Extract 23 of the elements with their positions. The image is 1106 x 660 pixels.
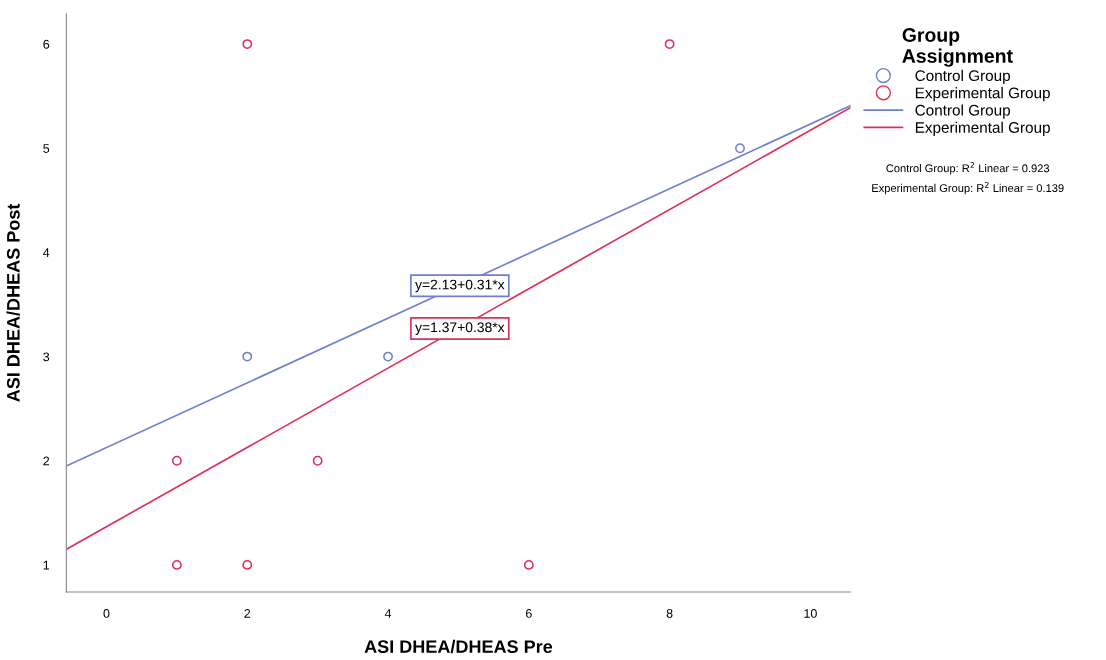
y-tick-label: 1	[43, 560, 50, 570]
y-tick-label: 5	[43, 144, 50, 153]
legend-label: Control Group	[915, 69, 1010, 85]
y-axis-title: ASI DHEA/DHEAS Post	[6, 203, 20, 402]
y-tick-label: 2	[43, 456, 50, 466]
annotation: y=1.37+0.38*x	[415, 322, 505, 335]
y-tick-label: 3	[43, 352, 50, 362]
annotation: y=2.13+0.31*x	[415, 279, 505, 293]
x-tick-label: 6	[525, 609, 532, 618]
legend-label: Experimental Group	[915, 121, 1050, 136]
x-tick-label: 2	[244, 609, 251, 618]
x-axis-title: ASI DHEA/DHEAS Pre	[364, 639, 553, 654]
x-tick-label: 10	[804, 609, 817, 618]
y-tick-label: 6	[43, 39, 50, 49]
text: Experimental Group: R$^{2}$ Linear = 0.139	[872, 181, 1064, 195]
legend-label: Experimental Group	[915, 87, 1050, 102]
x-tick-label: 8	[666, 609, 673, 618]
legend-label: Control Group	[915, 104, 1010, 119]
x-tick-label: 0	[103, 609, 110, 618]
legend-title: Group Assignment	[902, 28, 1013, 67]
x-tick-label: 4	[384, 609, 392, 618]
text: Control Group: R$^{2}$ Linear = 0.923	[886, 162, 1050, 175]
y-tick-label: 4	[43, 248, 50, 257]
